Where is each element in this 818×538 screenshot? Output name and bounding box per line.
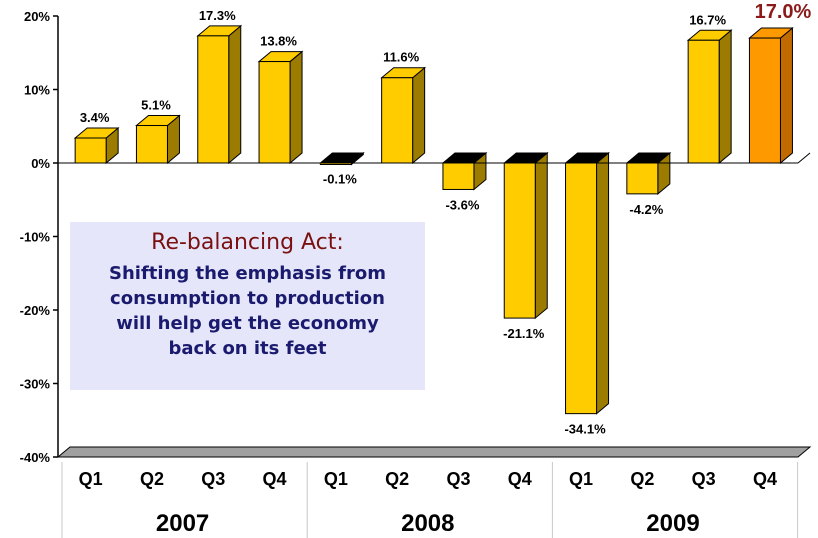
callout-line: back on its feet: [168, 338, 327, 359]
x-tick-label: Q3: [446, 469, 470, 489]
bar-side: [534, 151, 548, 320]
bar-value-label: -4.2%: [629, 202, 663, 217]
bar: [503, 162, 536, 319]
x-tick-label: Q4: [753, 469, 777, 489]
year-label: 2008: [401, 510, 454, 537]
bar-value-label: 17.0%: [755, 1, 812, 23]
bar: [197, 35, 230, 164]
bar: [381, 77, 414, 164]
callout-line: consumption to production: [110, 288, 385, 309]
x-tick-label: Q4: [263, 469, 287, 489]
bar: [74, 137, 107, 164]
bar-value-label: -3.6%: [445, 197, 479, 212]
bar-value-label: 5.1%: [141, 98, 171, 113]
bar-value-label: 16.7%: [689, 12, 726, 27]
bar: [135, 125, 168, 164]
year-label: 2009: [646, 510, 699, 537]
bar-value-label: 11.6%: [383, 50, 420, 65]
x-tick-label: Q2: [630, 469, 654, 489]
y-tick-label: 20%: [24, 9, 50, 24]
y-tick-label: 10%: [24, 83, 50, 98]
bar-value-label: 17.3%: [199, 8, 236, 23]
bar-side: [718, 29, 732, 165]
y-tick-label: 0%: [31, 156, 50, 171]
x-tick-label: Q1: [324, 469, 348, 489]
bar-side: [779, 26, 793, 165]
callout-line: Shifting the emphasis from: [109, 263, 386, 284]
x-tick-label: Q3: [201, 469, 225, 489]
bar: [258, 61, 291, 164]
x-tick-label: Q1: [79, 469, 103, 489]
x-tick-label: Q3: [692, 469, 716, 489]
x-tick-label: Q2: [140, 469, 164, 489]
year-label: 2007: [156, 510, 209, 537]
y-tick-label: -20%: [20, 303, 51, 318]
y-tick-label: -40%: [20, 450, 51, 465]
bar-side: [596, 151, 610, 415]
bar: [442, 162, 475, 190]
bar-top: [318, 152, 365, 164]
bar-value-label: 13.8%: [260, 34, 297, 49]
x-tick-label: Q2: [385, 469, 409, 489]
bar-value-label: -0.1%: [323, 172, 357, 187]
callout-box: Re-balancing Act: Shifting the emphasis …: [70, 222, 425, 390]
bar: [748, 37, 781, 164]
x-tick-label: Q1: [569, 469, 593, 489]
bar-side: [289, 50, 303, 165]
bar: [626, 162, 659, 195]
callout-line: will help get the economy: [116, 313, 379, 334]
bar: [687, 39, 720, 164]
bar-value-label: -21.1%: [503, 326, 545, 341]
zero-line-depth: [797, 152, 811, 164]
y-tick-label: -30%: [20, 377, 51, 392]
bar-side: [228, 24, 242, 165]
callout-body: Shifting the emphasis from consumption t…: [70, 261, 425, 361]
bar-value-label: 3.4%: [80, 110, 110, 125]
bar-value-label: -34.1%: [564, 422, 606, 437]
bar: [565, 162, 598, 415]
y-tick-label: -10%: [20, 230, 51, 245]
x-tick-label: Q4: [508, 469, 532, 489]
bar-side: [412, 66, 426, 165]
callout-heading: Re-balancing Act:: [151, 230, 344, 255]
chart-floor: [56, 446, 812, 458]
